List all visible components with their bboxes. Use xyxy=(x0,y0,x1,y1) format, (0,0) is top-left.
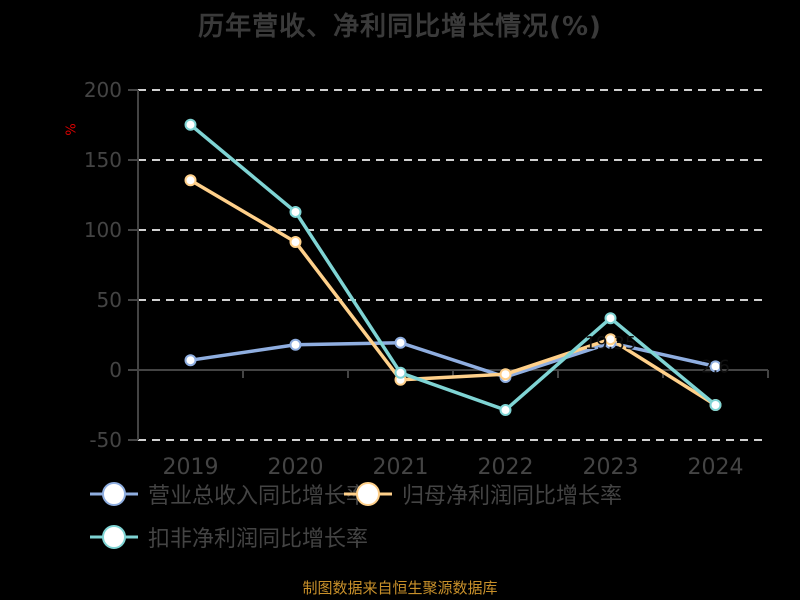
grid-lines xyxy=(138,89,768,441)
data-labels: 19.35 2.6 xyxy=(585,333,730,377)
svg-text:2019: 2019 xyxy=(163,455,219,480)
svg-text:100: 100 xyxy=(84,218,122,242)
legend-item-revenue[interactable]: 营业总收入同比增长率 xyxy=(88,478,368,510)
svg-text:2024: 2024 xyxy=(688,455,744,480)
svg-text:200: 200 xyxy=(84,78,122,102)
svg-text:2022: 2022 xyxy=(478,455,534,480)
legend-item-deducted-profit[interactable]: 扣非净利润同比增长率 xyxy=(88,521,368,553)
legend-marker-net-profit xyxy=(344,482,392,506)
svg-text:2020: 2020 xyxy=(268,455,324,480)
svg-text:2023: 2023 xyxy=(583,455,639,480)
legend-label: 营业总收入同比增长率 xyxy=(148,484,369,509)
svg-text:19.35: 19.35 xyxy=(585,333,637,354)
legend-item-net-profit[interactable]: 归母净利润同比增长率 xyxy=(342,478,622,510)
legend-marker-deducted-profit xyxy=(90,525,138,549)
svg-text:150: 150 xyxy=(84,148,122,172)
legend-label: 扣非净利润同比增长率 xyxy=(148,527,369,552)
svg-text:2.6: 2.6 xyxy=(701,356,730,377)
svg-text:0: 0 xyxy=(109,358,122,382)
data-series xyxy=(184,118,722,417)
svg-text:2021: 2021 xyxy=(373,455,429,480)
svg-text:-50: -50 xyxy=(89,428,122,452)
source-footer: 制图数据来自恒生聚源数据库 xyxy=(302,579,498,597)
axes xyxy=(137,90,768,440)
y-axis-ticks: -50 0 50 100 150 200 xyxy=(84,78,138,452)
legend-marker-revenue xyxy=(90,482,138,506)
legend-label: 归母净利润同比增长率 xyxy=(402,484,623,509)
chart-title: 历年营收、净利同比增长情况(%) xyxy=(198,12,602,42)
svg-text:50: 50 xyxy=(97,288,122,312)
x-axis-ticks: 2019 2020 2021 2022 2023 2024 xyxy=(137,370,769,480)
